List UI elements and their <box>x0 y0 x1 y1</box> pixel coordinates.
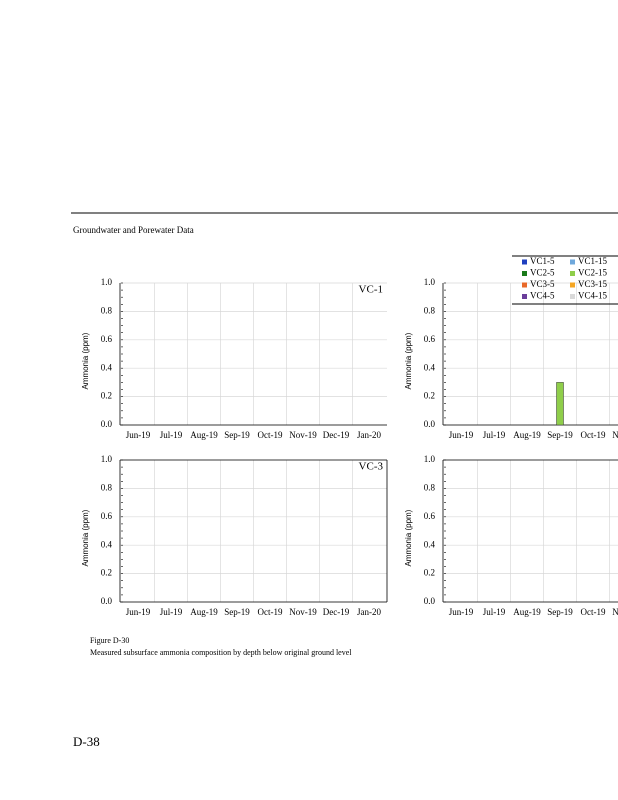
legend-swatch <box>570 259 575 265</box>
y-tick-label: 0.2 <box>424 391 435 401</box>
legend-swatch <box>570 282 575 288</box>
y-tick-label: 0.2 <box>424 568 435 578</box>
y-axis-label: Ammonia (ppm) <box>81 332 90 389</box>
legend-label: VC2-5 <box>530 268 555 278</box>
x-tick-label: Nov-19 <box>289 430 317 440</box>
x-tick-label: Nov-19 <box>289 607 317 617</box>
legend-label: VC3-5 <box>530 279 555 289</box>
y-axis-label: Ammonia (ppm) <box>404 332 413 389</box>
y-tick-label: 0.4 <box>424 539 436 549</box>
x-tick-label: Sep-19 <box>547 430 573 440</box>
x-tick-label: Nov-19 <box>612 430 618 440</box>
x-tick-label: Oct-19 <box>581 607 606 617</box>
legend-swatch <box>522 282 527 288</box>
x-tick-label: Jun-19 <box>449 430 474 440</box>
y-tick-label: 1.0 <box>101 454 113 464</box>
figure-number: Figure D-30 <box>90 636 129 645</box>
y-tick-label: 0.0 <box>101 419 113 429</box>
x-tick-label: Jul-19 <box>483 607 506 617</box>
legend-swatch <box>522 294 527 299</box>
x-tick-label: Jun-19 <box>126 430 151 440</box>
y-tick-label: 1.0 <box>101 277 113 287</box>
legend-label: VC2-15 <box>578 268 607 278</box>
bar <box>556 382 564 426</box>
x-tick-label: Oct-19 <box>258 430 283 440</box>
legend-swatch <box>522 271 527 276</box>
y-axis-label: Ammonia (ppm) <box>404 509 413 566</box>
y-tick-label: 0.8 <box>424 305 436 315</box>
y-tick-label: 0.8 <box>101 482 113 492</box>
x-tick-label: Dec-19 <box>323 607 350 617</box>
x-tick-label: Oct-19 <box>581 430 606 440</box>
y-tick-label: 0.0 <box>101 596 113 606</box>
y-tick-label: 0.0 <box>424 596 436 606</box>
y-tick-label: 0.8 <box>424 482 436 492</box>
y-axis-label: Ammonia (ppm) <box>81 509 90 566</box>
x-tick-label: Aug-19 <box>513 607 541 617</box>
y-tick-label: 0.4 <box>424 362 436 372</box>
y-tick-label: 0.0 <box>424 419 436 429</box>
x-tick-label: Sep-19 <box>547 607 573 617</box>
y-tick-label: 1.0 <box>424 277 436 287</box>
x-tick-label: Nov-19 <box>612 607 618 617</box>
x-tick-label: Oct-19 <box>258 607 283 617</box>
legend-swatch <box>570 294 575 299</box>
x-tick-label: Jul-19 <box>483 430 506 440</box>
legend-label: VC1-15 <box>578 256 607 266</box>
y-tick-label: 0.4 <box>101 362 113 372</box>
x-tick-label: Jan-20 <box>357 430 381 440</box>
y-tick-label: 0.6 <box>101 334 113 344</box>
y-tick-label: 0.8 <box>101 305 113 315</box>
x-tick-label: Jun-19 <box>126 607 151 617</box>
y-tick-label: 0.6 <box>424 511 436 521</box>
y-tick-label: 1.0 <box>424 454 436 464</box>
header-title: Groundwater and Porewater Data <box>73 225 194 235</box>
figure-caption: Measured subsurface ammonia composition … <box>90 648 352 657</box>
x-tick-label: Sep-19 <box>224 607 250 617</box>
y-tick-label: 0.6 <box>101 511 113 521</box>
chart-title: VC-1 <box>359 284 383 296</box>
chart-title: VC-3 <box>359 461 384 473</box>
legend-label: VC4-5 <box>530 291 555 301</box>
legend-label: VC4-15 <box>578 291 607 301</box>
x-tick-label: Sep-19 <box>224 430 250 440</box>
x-tick-label: Aug-19 <box>190 607 218 617</box>
legend-swatch <box>570 271 575 276</box>
x-tick-label: Jan-20 <box>357 607 381 617</box>
y-tick-label: 0.2 <box>101 568 112 578</box>
x-tick-label: Jul-19 <box>160 430 183 440</box>
legend-swatch <box>522 259 527 265</box>
x-tick-label: Aug-19 <box>190 430 218 440</box>
x-tick-label: Jun-19 <box>449 607 474 617</box>
page-number: D-38 <box>73 734 100 749</box>
x-tick-label: Dec-19 <box>323 430 350 440</box>
y-tick-label: 0.4 <box>101 539 113 549</box>
x-tick-label: Aug-19 <box>513 430 541 440</box>
x-tick-label: Jul-19 <box>160 607 183 617</box>
y-tick-label: 0.6 <box>424 334 436 344</box>
legend-label: VC1-5 <box>530 256 555 266</box>
y-tick-label: 0.2 <box>101 391 112 401</box>
legend-label: VC3-15 <box>578 279 607 289</box>
